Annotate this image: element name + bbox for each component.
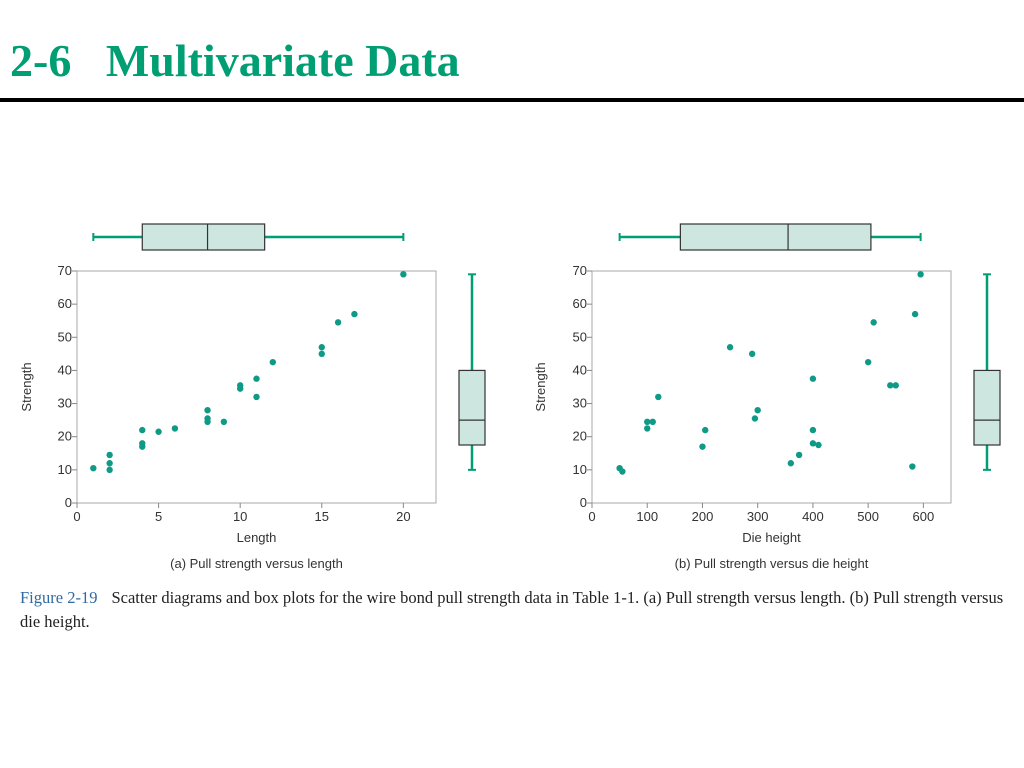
chart-a-x-tick-label: 5 [155,509,162,524]
chart-b-data-point [619,468,626,475]
chart-a-data-point [106,460,113,467]
chart-a-y-tick-label: 50 [58,329,72,344]
chart-b-data-point [699,443,706,450]
chart-a-data-point [139,443,146,450]
chart-a-data-point [318,350,325,358]
chart-a-data-point [253,393,260,401]
chart-b-y-axis-label: Strength [533,362,548,411]
chart-b-data-point [754,407,761,414]
chart-b-data-point [644,425,651,432]
chart-a-data-point [253,375,260,382]
chart-b-data-point [887,382,894,389]
chart-b-data-point [751,415,759,422]
chart-a-data-point [106,466,113,474]
chart-a-data-point [204,418,211,425]
chart-a-y-tick-label: 20 [58,429,72,444]
slide-title: 2-6 Multivariate Data [10,35,460,86]
chart-b-data-point [815,441,822,449]
chart-a-plot-frame [76,270,437,504]
chart-a-data-point [400,271,407,278]
figure-caption-text: Scatter diagrams and box plots for the w… [20,588,1004,631]
chart-b-data-point [864,358,872,366]
chart-a-data-point [220,418,228,425]
chart-a-y-tick-label: 40 [58,362,72,377]
chart-b-x-tick-label: 200 [692,509,714,524]
chart-b-x-axis-label: Die height [742,530,801,545]
chart-b-y-tick-label: 50 [573,329,587,344]
figure-label: Figure 2-19 [20,588,98,607]
chart-b-data-point [748,350,756,358]
chart-b-data-point [870,319,877,326]
chart-b-y-tick-label: 0 [580,495,587,510]
chart-a-data-point [90,465,97,472]
chart-b-data-point [917,271,924,278]
figure-caption: Figure 2-19 Scatter diagrams and box plot… [20,586,1010,634]
chart-a-data-point [155,428,162,435]
chart-a-y-tick-label: 0 [65,495,72,510]
chart-b-data-point [809,375,817,382]
chart-a-panel-label: (a) Pull strength versus length [170,556,343,571]
chart-b-data-point [909,463,916,470]
chart-b-side-box [973,369,1001,446]
chart-a-data-point [269,358,277,366]
chart-b-data-point [726,344,734,351]
chart-b-y-tick-label: 10 [573,462,587,477]
chart-b-x-tick-label: 400 [802,509,824,524]
chart-b-data-point [655,393,662,401]
chart-a-x-tick-label: 10 [233,509,247,524]
chart-a-y-tick-label: 60 [58,296,72,311]
figure: 0 10 20 30 40 50 60 70 0 5 10 15 20 Length Strength (a)… [19,223,1001,571]
chart-b-y-tick-label: 20 [573,429,587,444]
chart-a-data-point [334,319,342,326]
chart-a-data-point [204,407,211,414]
chart-a-data-point [236,385,244,392]
chart-a-data-point [139,426,146,434]
chart-b-data-point [911,310,919,318]
chart-a-side-box [458,369,486,446]
chart-a-y-tick-label: 30 [58,396,72,411]
chart-b-data-point [809,426,817,434]
chart-b-x-tick-label: 500 [857,509,879,524]
chart-a-x-tick-label: 20 [396,509,410,524]
chart-a-y-tick-label: 70 [58,263,72,278]
chart-a-y-axis-label: Strength [19,362,34,411]
chart-a-x-axis-label: Length [237,530,277,545]
chart-b-data-point [649,418,656,425]
chart-a-x-tick-label: 15 [315,509,329,524]
chart-b-data-point [809,440,817,447]
chart-b-panel-label: (b) Pull strength versus die height [675,556,869,571]
chart-b-top-box [679,223,872,251]
chart-a-data-point [171,425,179,432]
chart-a-x-tick-label: 0 [73,509,80,524]
chart-b-y-tick-label: 40 [573,362,587,377]
chart-b-x-tick-label: 0 [588,509,595,524]
chart-b-plot-frame [591,270,952,504]
chart-b-data-point [892,382,899,389]
chart-b-data-point [795,451,803,459]
chart-b-data-point [644,418,651,425]
chart-a-top-box [141,223,266,251]
chart-b-y-tick-label: 70 [573,263,587,278]
chart-a-data-point [318,344,325,351]
chart-b-y-tick-label: 30 [573,396,587,411]
chart-b-x-tick-label: 100 [636,509,658,524]
chart-a-y-tick-label: 10 [58,462,72,477]
chart-b-data-point [787,460,795,467]
title-divider [0,98,1024,102]
chart-a-data-point [106,451,113,459]
chart-b-data-point [702,426,709,434]
chart-a-data-point [351,310,358,318]
chart-b-x-tick-label: 600 [913,509,935,524]
chart-b-x-tick-label: 300 [747,509,769,524]
chart-b-y-tick-label: 60 [573,296,587,311]
